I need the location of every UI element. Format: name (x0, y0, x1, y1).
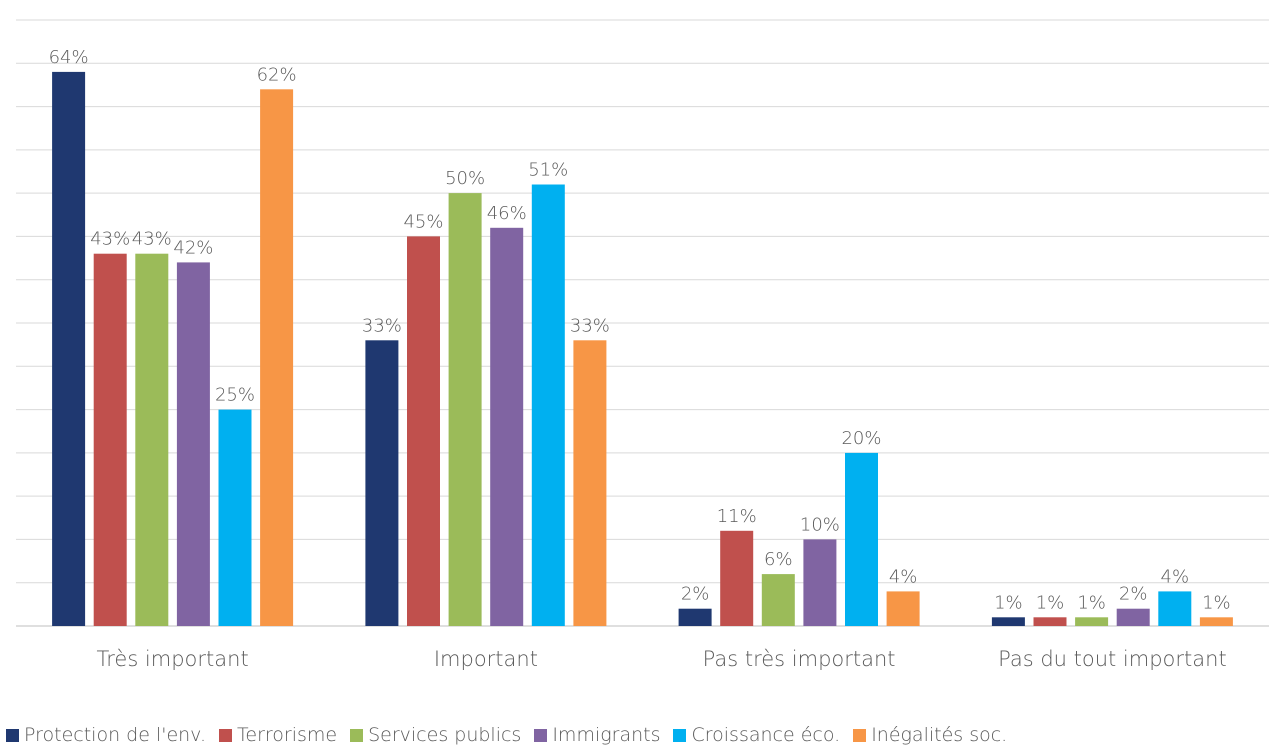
bar (407, 236, 440, 626)
category-label: Pas très important (703, 647, 896, 671)
data-labels: 64%43% 43% 42%25%62%33%45%50%46%51%33%2%11… (49, 47, 1231, 613)
legend-label: Inégalités soc. (871, 724, 1008, 746)
data-label: 4% (1161, 566, 1190, 587)
data-label: 45% (403, 211, 443, 232)
bar (260, 89, 294, 627)
bar (448, 193, 482, 626)
category-labels: Très important Important Pas très importan… (96, 647, 1226, 671)
bar (1116, 608, 1150, 626)
bar (52, 71, 86, 626)
data-label: 43% (90, 229, 130, 250)
bar (1158, 591, 1192, 626)
data-label: 33% (570, 315, 610, 336)
bar (1075, 617, 1109, 626)
bar (135, 253, 169, 626)
category-label: Pas du tout important (998, 647, 1227, 671)
legend-item: Terrorisme (219, 724, 337, 746)
legend-item: Inégalités soc. (853, 724, 1007, 746)
bar (678, 608, 712, 626)
legend-swatch (6, 728, 19, 742)
bar (803, 539, 837, 626)
data-label: 43% (132, 229, 172, 250)
data-label: 2% (681, 584, 710, 605)
bar (490, 227, 524, 627)
legend-label: Protection de l'env. (24, 724, 206, 746)
bar (991, 617, 1025, 626)
legend-item: Immigrants (534, 724, 660, 746)
category-label: Important (434, 647, 538, 671)
data-label: 1% (1202, 592, 1231, 613)
category-label: Très important (96, 647, 248, 671)
bar (845, 452, 878, 626)
data-label: 50% (445, 168, 485, 189)
bar (1199, 617, 1233, 626)
data-label: 2% (1119, 584, 1148, 605)
data-label: 46% (487, 203, 527, 224)
data-label: 25% (215, 385, 255, 406)
bar (573, 340, 607, 626)
bar (886, 591, 920, 626)
data-label: 6% (764, 549, 793, 570)
data-label: 10% (800, 514, 840, 535)
data-label: 20% (841, 428, 881, 449)
legend-label: Croissance éco. (691, 724, 841, 746)
data-label: 42% (173, 237, 213, 258)
legend-swatch (673, 728, 687, 742)
bar (720, 530, 754, 626)
legend-item: Protection de l'env. (6, 724, 206, 746)
bar (365, 340, 399, 626)
data-label: 11% (717, 506, 757, 527)
data-label: 4% (889, 566, 918, 587)
legend: Protection de l'env. Terrorisme Services p… (6, 721, 1007, 749)
legend-label: Services publics (368, 724, 522, 746)
legend-swatch (350, 728, 364, 742)
legend-item: Croissance éco. (673, 724, 840, 746)
gridlines (16, 19, 1269, 627)
data-label: 64% (49, 47, 89, 68)
bar (93, 253, 127, 626)
bars (52, 71, 1233, 627)
data-label: 33% (362, 315, 402, 336)
legend-swatch (219, 728, 232, 742)
data-label: 1% (1036, 592, 1065, 613)
legend-label: Immigrants (552, 724, 661, 746)
legend-swatch (853, 728, 867, 742)
legend-item: Services publics (350, 724, 521, 746)
bar (218, 409, 252, 626)
legend-swatch (534, 728, 548, 742)
bar (761, 574, 795, 626)
data-label: 62% (257, 64, 297, 85)
bar (1033, 617, 1067, 626)
data-label: 1% (994, 592, 1023, 613)
bar (531, 184, 565, 626)
legend-label: Terrorisme (237, 724, 338, 746)
bar-chart: 64%43% 43% 42%25%62%33%45%50%46%51%33%2%11… (16, 19, 1269, 671)
bar (176, 262, 210, 626)
data-label: 51% (528, 160, 568, 181)
data-label: 1% (1077, 592, 1106, 613)
